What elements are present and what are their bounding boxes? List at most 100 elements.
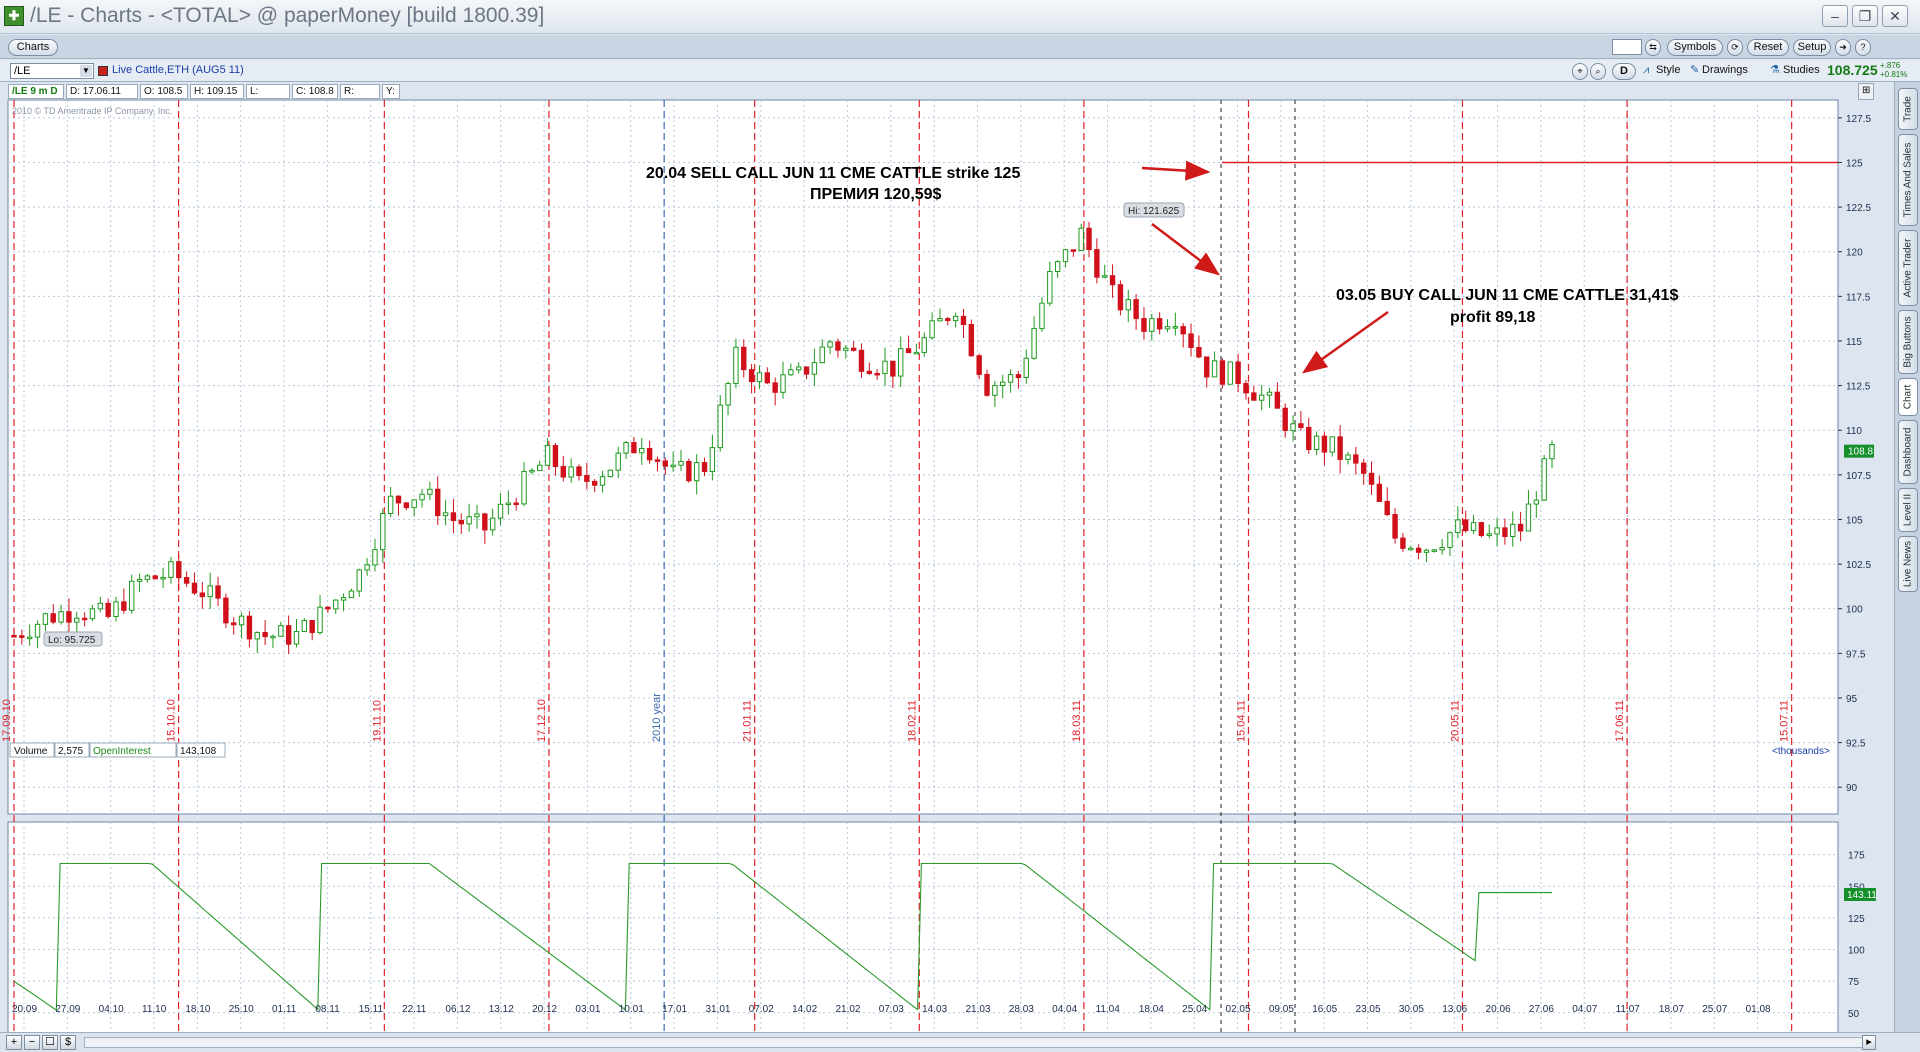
candle-body bbox=[921, 337, 927, 353]
symbols-button[interactable]: Symbols bbox=[1667, 39, 1723, 56]
drawings-button[interactable]: Drawings bbox=[1702, 64, 1748, 76]
candle-body bbox=[725, 382, 731, 406]
candle-body bbox=[764, 372, 771, 384]
ohlc-open: O: 108.5 bbox=[140, 84, 188, 99]
rail-tab-level-ii[interactable]: Level II bbox=[1898, 488, 1918, 532]
candle-body bbox=[1274, 391, 1281, 409]
price-tick-label: 125 bbox=[1846, 158, 1863, 169]
candle-body bbox=[1188, 333, 1194, 348]
candle-body bbox=[1502, 527, 1508, 537]
lower-grid bbox=[8, 822, 1838, 1032]
lower-tick-label: 125 bbox=[1848, 914, 1865, 925]
candle-body bbox=[113, 601, 119, 617]
price-tick-label: 127.5 bbox=[1846, 114, 1871, 125]
sell-arrow bbox=[1141, 160, 1211, 181]
candle-body bbox=[709, 447, 716, 473]
date-tick-label: 03.01 bbox=[575, 1004, 600, 1015]
lower-tick-label: 175 bbox=[1848, 851, 1865, 862]
candle-body bbox=[1462, 519, 1469, 532]
candle-body bbox=[639, 447, 645, 454]
study-symbol-period[interactable]: /LE 9 m D bbox=[8, 84, 64, 99]
candle-body bbox=[254, 632, 260, 640]
refresh-icon[interactable]: ⟳ bbox=[1727, 39, 1743, 56]
money-icon[interactable]: $ bbox=[60, 1035, 76, 1050]
minimize-button[interactable]: – bbox=[1822, 5, 1848, 27]
date-tick-label: 20.12 bbox=[532, 1004, 557, 1015]
candle-body bbox=[1321, 435, 1328, 453]
rail-tab-times-and-sales[interactable]: Times And Sales bbox=[1898, 134, 1918, 226]
candle-body bbox=[992, 385, 998, 396]
candle-body bbox=[1439, 546, 1445, 551]
rail-tab-big-buttons[interactable]: Big Buttons bbox=[1898, 310, 1918, 374]
quick-symbol-box[interactable] bbox=[1612, 39, 1642, 55]
candle-body bbox=[756, 372, 763, 383]
title-bar: ✚ /LE - Charts - <TOTAL> @ paperMoney [b… bbox=[0, 0, 1920, 34]
volume-value-box bbox=[54, 742, 90, 758]
candle-body bbox=[1360, 462, 1367, 474]
candle-body bbox=[364, 564, 370, 571]
rail-tab-trade[interactable]: Trade bbox=[1898, 88, 1918, 130]
candle-body bbox=[293, 630, 300, 645]
candle-body bbox=[223, 597, 229, 624]
expiry-marker-label: 19.11.10 bbox=[371, 700, 383, 742]
horizontal-scrollbar[interactable] bbox=[84, 1037, 1864, 1048]
candle-body bbox=[670, 464, 676, 468]
candle-body bbox=[905, 348, 912, 354]
link-icon[interactable]: ⇆ bbox=[1645, 39, 1661, 56]
price-tick-label: 122.5 bbox=[1846, 203, 1871, 214]
lower-panel-bg bbox=[7, 821, 1839, 1032]
expiry-marker-label: 17.09.10 bbox=[1, 699, 13, 742]
chart-settings-icon[interactable]: ⊞ bbox=[1858, 83, 1874, 100]
studies-button[interactable]: Studies bbox=[1783, 64, 1820, 76]
rail-tab-live-news[interactable]: Live News bbox=[1898, 536, 1918, 592]
chart-area[interactable]: 17.09.10 15.10.10 19.11.10 17.12.10 2010 yea… bbox=[0, 82, 1894, 1032]
candle-body bbox=[874, 372, 880, 376]
scroll-right-icon[interactable]: ▸ bbox=[1862, 1035, 1876, 1050]
candle-body bbox=[529, 469, 535, 473]
candle-body bbox=[1125, 299, 1131, 311]
rail-tab-chart[interactable]: Chart bbox=[1898, 378, 1918, 416]
style-icon[interactable]: ⩘ bbox=[1643, 64, 1650, 76]
help-icon[interactable]: ? bbox=[1855, 39, 1871, 56]
candle-body bbox=[419, 493, 425, 501]
maximize-button[interactable]: ❐ bbox=[1852, 5, 1878, 27]
close-button[interactable]: ✕ bbox=[1882, 5, 1908, 27]
crosshair-icon[interactable]: ⌖ bbox=[1572, 63, 1588, 80]
candle-body bbox=[121, 601, 127, 611]
candle-body bbox=[717, 404, 723, 449]
date-tick-label: 07.03 bbox=[879, 1004, 904, 1015]
price-tick-label: 110 bbox=[1846, 426, 1862, 437]
candle-body bbox=[144, 575, 151, 580]
candle-body bbox=[1015, 374, 1022, 379]
candle-body bbox=[66, 611, 72, 623]
zoom-icon[interactable]: ⌕ bbox=[1590, 63, 1606, 80]
chevron-down-icon[interactable]: ▼ bbox=[80, 65, 92, 77]
tab-charts[interactable]: Charts bbox=[8, 39, 58, 56]
candle-body bbox=[215, 585, 221, 599]
candle-body bbox=[333, 599, 339, 610]
lo-label: Lo: 95.725 bbox=[48, 635, 96, 646]
reset-button[interactable]: Reset bbox=[1747, 39, 1789, 56]
style-button[interactable]: Style bbox=[1656, 64, 1681, 76]
candle-body bbox=[584, 475, 590, 482]
drawings-icon[interactable]: ✎ bbox=[1690, 64, 1700, 76]
remove-icon[interactable]: − bbox=[24, 1035, 40, 1050]
add-icon[interactable]: + bbox=[6, 1035, 22, 1050]
layout-icon[interactable]: ☐ bbox=[42, 1035, 58, 1050]
date-tick-label: 28.03 bbox=[1009, 1004, 1034, 1015]
price-tick-label: 102.5 bbox=[1846, 560, 1871, 571]
candle-body bbox=[1329, 436, 1335, 453]
candle-body bbox=[599, 476, 606, 486]
arrow-icon[interactable]: ➜ bbox=[1835, 39, 1851, 56]
symbol-input[interactable]: /LE ▼ bbox=[10, 63, 94, 79]
candle-body bbox=[1494, 527, 1500, 535]
candle-body bbox=[615, 452, 621, 471]
rail-tab-active-trader[interactable]: Active Trader bbox=[1898, 230, 1918, 306]
period-button[interactable]: D bbox=[1612, 63, 1636, 80]
studies-icon[interactable]: ⚗ bbox=[1770, 64, 1780, 76]
premium-annotation: ПРЕМИЯ 120,59$ bbox=[810, 186, 942, 203]
setup-button[interactable]: Setup bbox=[1793, 39, 1831, 56]
rail-tab-dashboard[interactable]: Dashboard bbox=[1898, 420, 1918, 484]
candle-body bbox=[411, 499, 417, 509]
candle-body bbox=[442, 512, 449, 517]
